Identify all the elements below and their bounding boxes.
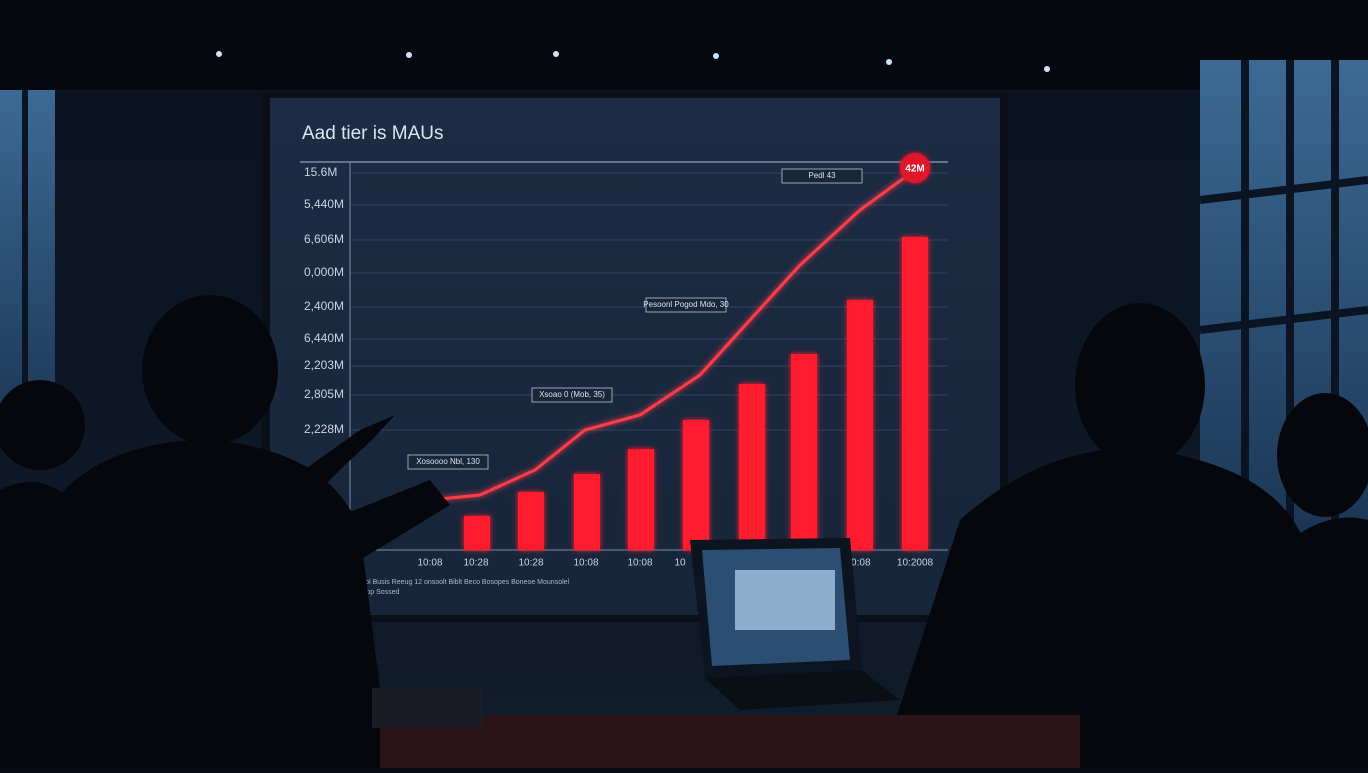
laptop [690, 538, 900, 710]
ceiling-lights [216, 51, 1050, 72]
x-label: 10:08 [627, 558, 652, 569]
y-label: 2,400M [304, 299, 344, 313]
y-label: 6,606M [304, 232, 344, 246]
annotation-box [781, 168, 863, 184]
annotation: Xsoao 0 (Mob, 35) [539, 390, 605, 399]
annotation-box [531, 387, 613, 403]
x-label: 10:08 [573, 558, 598, 569]
chart-title: Aad tier is MAUs [302, 123, 443, 144]
annotations: Pedl 43 Pesoonl Pogod Mdo, 30 Xsoao 0 (Mob… [407, 168, 863, 470]
x-label: 10:08 [845, 558, 870, 569]
footnote: Sonoop Sossed [350, 589, 400, 596]
y-label: 5,440M [304, 197, 344, 211]
ceiling [0, 0, 1368, 90]
x-label: 10:08 [417, 558, 442, 569]
x-label: 10:2008 [897, 558, 934, 569]
annotation: Xosoooo Nbl, 130 [416, 457, 480, 466]
y-label: 2,203M [304, 358, 344, 372]
annotation-box [407, 454, 489, 470]
badge-label: 42M [905, 164, 924, 175]
table [380, 715, 1080, 768]
annotation-box [645, 297, 727, 313]
x-label: 10:28 [518, 558, 543, 569]
people [0, 295, 1368, 768]
bars [464, 237, 928, 550]
footnote: Lonsol Busis Reeug 12 onsoolt Biblt Beco… [350, 579, 570, 586]
trend-line [369, 168, 916, 514]
annotation: Pedl 43 [808, 171, 836, 180]
badge [900, 153, 930, 183]
y-label: 2,228M [304, 422, 344, 436]
y-label: 6,440M [304, 331, 344, 345]
x-label: 10 [674, 558, 686, 569]
notebook [372, 688, 482, 728]
annotation: Pesoonl Pogod Mdo, 30 [643, 300, 729, 309]
x-label: 10:28 [463, 558, 488, 569]
y-label: 15.6M [304, 165, 337, 179]
y-label: 2,805M [304, 387, 344, 401]
y-label: 0,000M [304, 265, 344, 279]
